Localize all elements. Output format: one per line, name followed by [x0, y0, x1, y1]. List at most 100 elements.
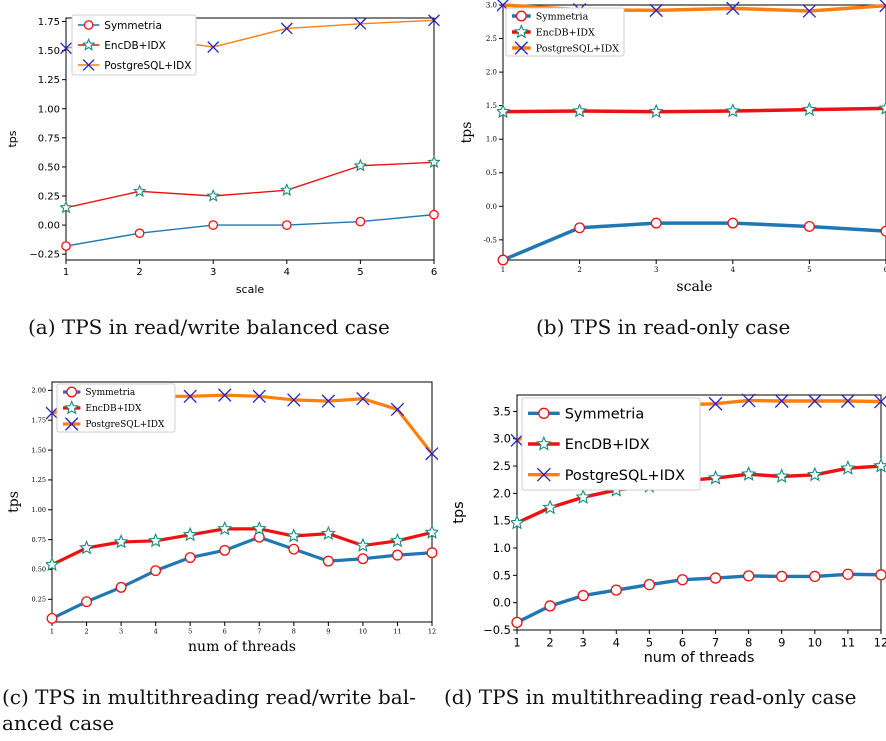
y-tick-label: -0.5 — [484, 236, 498, 244]
circle-marker — [776, 570, 788, 583]
legend-frame — [71, 14, 197, 76]
x-tick-label: 5 — [357, 267, 363, 278]
circle-marker — [574, 222, 586, 234]
y-tick-label: 0.25 — [38, 192, 60, 203]
x-marker — [60, 42, 72, 55]
series-line-symmetria — [51, 535, 433, 620]
star-marker — [511, 514, 525, 530]
circle-marker — [650, 217, 662, 229]
x-tick-label: 4 — [154, 628, 158, 636]
x-marker — [218, 388, 232, 402]
x-tick-label: 2 — [84, 628, 88, 636]
legend-label: Symmetria — [104, 20, 162, 32]
x-marker — [840, 394, 855, 408]
x-tick-label: 6 — [884, 266, 886, 274]
legend: Symmetria EncDB+IDX PostgreSQL+IDX — [71, 14, 197, 76]
legend: Symmetria EncDB+IDX PostgreSQL+IDX — [521, 397, 701, 491]
circle-marker — [429, 209, 439, 220]
star-marker — [251, 520, 267, 536]
x-tick-label: 4 — [284, 267, 290, 278]
y-tick-label: 1.5 — [493, 514, 511, 528]
x-marker — [807, 394, 822, 408]
plot-frame — [65, 17, 435, 261]
y-tick-label: 3.5 — [493, 404, 511, 418]
y-tick-label: 1.0 — [493, 541, 511, 555]
legend-label: PostgreSQL+IDX — [565, 468, 685, 484]
star-marker — [542, 499, 558, 515]
star-marker — [286, 528, 302, 543]
y-tick-label: 1.75 — [32, 416, 46, 424]
circle-marker — [355, 216, 366, 227]
y-tick-label: 1.5 — [486, 102, 497, 110]
y-tick-label: 3.0 — [486, 1, 497, 9]
circle-marker — [219, 544, 231, 556]
circle-marker — [150, 565, 162, 577]
star-marker — [389, 532, 405, 548]
legend-frame — [521, 397, 701, 491]
x-tick-label: 11 — [841, 636, 856, 650]
star-marker — [217, 520, 233, 536]
plot-frame — [51, 381, 433, 623]
x-tick-label: 5 — [188, 628, 192, 636]
x-tick-label: 9 — [778, 636, 785, 650]
star-marker — [773, 468, 790, 484]
star-marker — [113, 534, 129, 549]
series-line-symmetria — [65, 213, 435, 247]
x-axis-label: scale — [236, 283, 265, 296]
star-marker — [427, 155, 440, 169]
y-tick-label: 2.5 — [486, 35, 497, 43]
x-marker — [390, 402, 405, 417]
x-marker — [511, 433, 524, 448]
x-tick-label: 6 — [679, 636, 686, 650]
star-marker — [572, 103, 588, 118]
legend-label: Symmetria — [85, 388, 135, 398]
star-marker — [182, 526, 198, 542]
series-line-encdb-idx — [51, 527, 433, 567]
y-axis-label: tps — [6, 491, 22, 513]
circle-marker — [511, 616, 523, 628]
y-tick-label: 0.25 — [32, 596, 46, 604]
x-tick-label: 6 — [431, 267, 437, 278]
x-tick-label: 4 — [613, 636, 620, 650]
x-tick-label: 7 — [712, 636, 719, 650]
series-line-encdb-idx — [65, 161, 435, 209]
legend-label: Symmetria — [565, 407, 645, 423]
legend-star-marker — [513, 24, 529, 39]
y-tick-label: −0.5 — [483, 623, 511, 637]
legend-x-marker — [536, 467, 551, 482]
legend-frame — [56, 383, 176, 433]
x-tick-label: 4 — [731, 266, 736, 274]
x-tick-label: 5 — [807, 266, 811, 274]
circle-marker — [880, 225, 886, 237]
y-tick-label: 1.50 — [32, 446, 46, 454]
y-tick-label: 0.50 — [38, 162, 60, 173]
series-line-symmetria — [516, 572, 882, 624]
legend-label: EncDB+IDX — [85, 404, 142, 414]
circle-marker — [809, 570, 821, 583]
x-tick-label: 1 — [501, 266, 505, 274]
x-marker — [46, 406, 59, 420]
legend: Symmetria EncDB+IDX PostgreSQL+IDX — [56, 383, 176, 433]
star-marker — [148, 532, 164, 548]
x-tick-label: 1 — [50, 628, 54, 636]
chart-panel-a: 1 2 3 4 5 6 −0.25 0.00 0.25 0.50 0.75 1.00 1.25 1.50 1… — [0, 0, 443, 300]
x-marker — [802, 4, 817, 18]
star-marker — [873, 457, 886, 473]
legend-circle-marker — [66, 386, 78, 398]
y-tick-label: 0.5 — [486, 169, 497, 177]
y-axis-label: tps — [451, 501, 467, 523]
legend-x-marker — [65, 417, 79, 431]
legend-x-marker — [82, 59, 95, 71]
star-marker — [60, 200, 73, 214]
legend-label: PostgreSQL+IDX — [85, 420, 165, 430]
y-tick-label: 1.50 — [38, 46, 60, 57]
circle-marker — [727, 217, 739, 229]
legend-label: EncDB+IDX — [565, 437, 650, 453]
caption-a: (a) TPS in read/write balanced case — [28, 315, 390, 339]
x-marker — [252, 389, 266, 404]
circle-marker — [497, 254, 509, 266]
star-marker — [355, 537, 371, 552]
star-marker — [280, 183, 294, 196]
x-marker — [708, 396, 723, 411]
chart-panel-d: 1 2 3 4 5 6 7 8 9 10 11 12 −0.5 0.0 0.5 1.0 1.5 2.0 2.5 3.0… — [443, 376, 886, 676]
